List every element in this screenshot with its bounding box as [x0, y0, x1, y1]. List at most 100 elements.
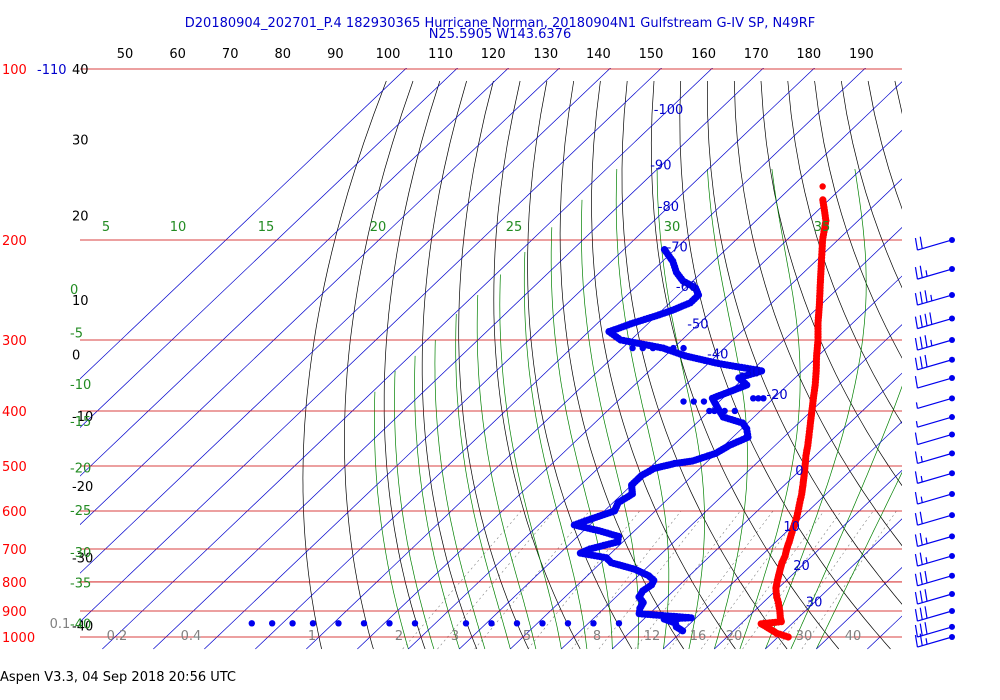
mixing-ratio-label: 12 [644, 629, 661, 644]
isotherm-label: 0 [795, 464, 803, 479]
top-axis-label: 110 [428, 47, 453, 62]
wind-barb-shaft [917, 535, 953, 548]
wind-barb-flag [924, 335, 928, 348]
dry-adiabat-line [840, 80, 902, 289]
moist-adiabat-line [434, 339, 486, 650]
mixing-ratio-label: 0.2 [107, 629, 128, 644]
dewpoint-point [488, 620, 495, 627]
wind-barb-flag [914, 316, 919, 329]
dewpoint-point [670, 344, 677, 352]
mixing-ratio-label: 40 [845, 629, 862, 644]
isotherm-line [80, 68, 458, 428]
mixing-ratio-line [474, 510, 590, 650]
dewpoint-point [268, 620, 276, 627]
wind-barb-shaft [917, 377, 953, 389]
dry-adiabat-line [383, 80, 441, 650]
pressure-label: 1000 [2, 631, 35, 646]
dewpoint-point [289, 620, 296, 627]
isotherm-label: -60 [676, 280, 697, 295]
wind-barb-shaft [917, 575, 953, 587]
top-axis-label: 180 [796, 47, 821, 62]
wind-barb-shaft [917, 317, 953, 330]
wind-barb-flag [925, 270, 928, 277]
moist-adiabat-label: 35 [814, 220, 831, 235]
isotherm-line [867, 615, 902, 650]
top-axis-label: 150 [639, 47, 664, 62]
dry-adiabat-label: -30 [70, 546, 91, 561]
height-label: 0 [72, 348, 80, 363]
dry-adiabat-label: -35 [70, 576, 91, 591]
isotherm-line [204, 68, 815, 650]
wind-barb-flag [914, 608, 919, 622]
moist-adiabat-line [523, 251, 588, 650]
dry-adiabat-label: -40 [70, 617, 91, 632]
mixing-ratio-label: 2 [395, 629, 403, 644]
isotherm-line [80, 68, 509, 477]
wind-barb-shaft [917, 493, 953, 505]
dry-adiabat-line [421, 80, 478, 650]
dewpoint-point [755, 395, 762, 402]
isotherm-label: 30 [806, 596, 823, 611]
isotherm-line [918, 56, 1000, 649]
wind-barb-flag [919, 291, 923, 304]
wind-barb-flag [925, 638, 928, 645]
isotherm-line [153, 68, 764, 650]
isotherm-label: -80 [658, 200, 679, 215]
dewpoint-point [680, 344, 687, 352]
pressure-label: 600 [2, 505, 27, 520]
top-axis-label: 130 [533, 47, 558, 62]
temperature-point [819, 183, 826, 190]
mixing-ratio-label: 0.1 [50, 617, 71, 632]
wind-barb-flag [919, 315, 923, 328]
isotherm-line [408, 178, 902, 650]
dewpoint-point [309, 620, 317, 627]
wind-barb-flag [914, 553, 919, 567]
wind-barb-flag [914, 491, 919, 505]
mixing-ratio-line [801, 510, 897, 650]
wind-barb-shaft [917, 268, 953, 280]
top-axis-label: 60 [169, 47, 186, 62]
wind-barb-shaft [917, 555, 953, 567]
isotherm-line [255, 68, 866, 650]
isotherm-line [80, 68, 611, 574]
wind-barb-flag [924, 589, 928, 602]
wind-barb-shaft [917, 239, 953, 251]
top-axis-label: 100 [376, 47, 401, 62]
chart-title-line2: N25.5905 W143.6376 [428, 27, 572, 42]
isotherm-line [510, 275, 902, 650]
temperature-point [819, 196, 827, 204]
isotherm-line [663, 421, 902, 650]
pressure-label: 700 [2, 543, 27, 558]
wind-barb-flag [914, 573, 919, 586]
mixing-ratio-line [527, 510, 640, 650]
pressure-label: 100 [2, 63, 27, 78]
dry-adiabat-line [679, 80, 891, 650]
height-label: 40 [72, 63, 89, 78]
dry-adiabat-line [787, 80, 902, 424]
mixing-ratio-label: 8 [593, 629, 601, 644]
isotherm-label: 10 [783, 520, 800, 535]
dewpoint-point [590, 620, 597, 627]
pressure-label: 900 [2, 605, 27, 620]
isotherm-line [765, 518, 902, 650]
wind-barb-flag [924, 570, 928, 584]
pressure-label: 800 [2, 576, 27, 591]
wind-barb-flag [919, 265, 923, 278]
wind-barb-shaft [917, 397, 953, 409]
dewpoint-point [690, 398, 697, 405]
isotherm-line [816, 566, 902, 650]
moist-adiabat-line [476, 294, 537, 650]
isotherm-line [714, 469, 902, 650]
wind-barb-flag [924, 290, 928, 303]
height-label: 20 [72, 209, 89, 224]
dewpoint-point [706, 407, 713, 415]
top-axis-label: 70 [222, 47, 239, 62]
wind-barb-flag [919, 623, 923, 636]
wind-barb-flag [914, 293, 919, 306]
dewpoint-point [710, 398, 718, 405]
moist-adiabat-label: 10 [170, 220, 187, 235]
isotherm-line [459, 226, 902, 650]
mixing-ratio-label: 0.4 [181, 629, 202, 644]
wind-barb-flag [924, 606, 928, 619]
height-label: -10 [72, 410, 93, 425]
